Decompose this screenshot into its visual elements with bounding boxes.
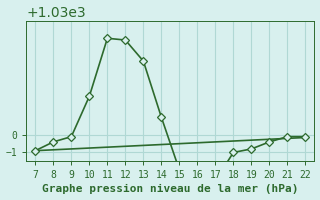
X-axis label: Graphe pression niveau de la mer (hPa): Graphe pression niveau de la mer (hPa) [42, 184, 299, 194]
